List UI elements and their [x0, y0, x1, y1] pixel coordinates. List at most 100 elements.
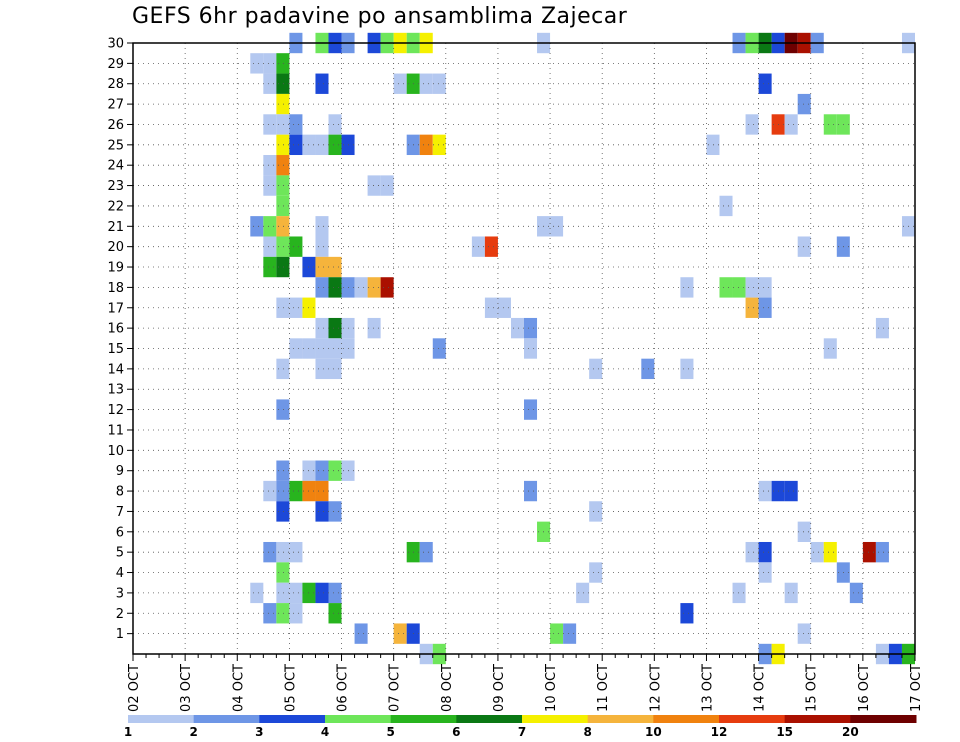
heatmap-cell: [589, 358, 603, 380]
heatmap-cell: [432, 134, 446, 156]
heatmap-cell: [263, 53, 277, 74]
heatmap-cell: [732, 277, 746, 298]
x-tick-label: 09 OCT: [492, 664, 507, 712]
heatmap-cell: [524, 480, 538, 502]
heatmap-cell: [289, 541, 303, 563]
y-tick-label: 5: [116, 546, 124, 561]
heatmap-cell: [745, 297, 759, 318]
heatmap-cell: [328, 338, 342, 359]
x-tick-label: 14 OCT: [753, 664, 768, 712]
heatmap-cell: [276, 358, 290, 380]
x-tick-label: 17 OCT: [909, 664, 924, 712]
heatmap-cell: [276, 155, 290, 176]
heatmap-cell: [393, 623, 407, 644]
heatmap-cell: [328, 256, 342, 278]
heatmap-cell: [289, 582, 303, 604]
x-tick-label: 10 OCT: [544, 664, 559, 712]
heatmap-cell: [289, 603, 303, 624]
heatmap-cell: [524, 338, 538, 359]
y-tick-label: 28: [107, 77, 124, 92]
heatmap-cell: [745, 541, 759, 563]
heatmap-cell: [524, 317, 538, 339]
heatmap-cell: [432, 338, 446, 359]
legend-label: 15: [776, 725, 793, 739]
heatmap-cell: [276, 216, 290, 237]
y-tick-label: 18: [107, 281, 124, 296]
heatmap-cell: [315, 582, 329, 604]
legend-swatch: [522, 715, 589, 723]
heatmap-cell: [680, 358, 694, 380]
heatmap-cell: [315, 256, 329, 278]
y-tick-label: 21: [107, 220, 124, 235]
y-tick-label: 1: [116, 627, 124, 642]
legend-swatch: [653, 715, 720, 723]
heatmap-cell: [797, 93, 811, 115]
heatmap-cell: [810, 541, 824, 563]
heatmap-cell: [367, 175, 381, 196]
heatmap-cell: [497, 297, 511, 318]
heatmap-cell: [276, 399, 290, 420]
legend-label: 8: [583, 725, 591, 739]
x-tick-label: 07 OCT: [388, 664, 403, 712]
y-tick-label: 30: [107, 37, 124, 52]
heatmap-cell: [328, 134, 342, 156]
heatmap-cell: [380, 277, 394, 298]
heatmap-cell: [263, 603, 277, 624]
heatmap-cell: [484, 236, 498, 257]
heatmap-cell: [419, 541, 433, 563]
legend-swatch: [784, 715, 851, 723]
heatmap-cell: [563, 623, 577, 644]
legend-swatch: [719, 715, 786, 723]
heatmap-cell: [823, 338, 837, 359]
heatmap-cell: [380, 175, 394, 196]
x-tick-label: 05 OCT: [283, 664, 298, 712]
heatmap-cell: [758, 73, 772, 94]
y-tick-label: 4: [116, 566, 124, 581]
heatmap-cell: [784, 582, 798, 604]
y-tick-label: 17: [107, 301, 124, 316]
x-tick-label: 08 OCT: [440, 664, 455, 712]
y-tick-label: 15: [107, 342, 124, 357]
heatmap-cell: [354, 277, 368, 298]
heatmap-cell: [315, 134, 329, 156]
heatmap-cell: [250, 582, 264, 604]
y-tick-label: 3: [116, 586, 124, 601]
heatmap-cell: [315, 358, 329, 380]
heatmap-cell: [263, 256, 277, 278]
heatmap-cell: [276, 236, 290, 257]
heatmap-cell: [732, 582, 746, 604]
heatmap-cell: [315, 338, 329, 359]
x-tick-label: 04 OCT: [231, 664, 246, 712]
heatmap-cell: [315, 460, 329, 481]
y-tick-label: 20: [107, 240, 124, 255]
heatmap-cell: [315, 501, 329, 522]
legend-swatch: [193, 715, 260, 723]
heatmap-cell: [263, 155, 277, 176]
heatmap-cell: [719, 195, 733, 217]
x-tick-label: 11 OCT: [596, 664, 611, 712]
legend-swatch: [587, 715, 654, 723]
heatmap-cell: [276, 582, 290, 604]
y-tick-label: 27: [107, 98, 124, 113]
legend-label: 6: [452, 725, 460, 739]
x-tick-label: 02 OCT: [127, 664, 142, 712]
y-tick-label: 12: [107, 403, 124, 418]
heatmap-cell: [276, 480, 290, 502]
heatmap-cell: [758, 480, 772, 502]
x-tick-label: 13 OCT: [701, 664, 716, 712]
legend-label: 4: [321, 725, 329, 739]
heatmap-cell: [550, 216, 564, 237]
heatmap-cell: [263, 216, 277, 237]
heatmap-cell: [289, 114, 303, 135]
heatmap-cell: [250, 53, 264, 74]
legend-swatch: [128, 715, 195, 723]
heatmap-cell: [328, 317, 342, 339]
chart-title: GEFS 6hr padavine po ansamblima Zajecar: [132, 4, 628, 29]
heatmap-cell: [276, 460, 290, 481]
heatmap-cell: [276, 541, 290, 563]
heatmap-cell: [784, 114, 798, 135]
heatmap-cell: [823, 541, 837, 563]
heatmap-cell: [289, 338, 303, 359]
heatmap-cell: [367, 317, 381, 339]
heatmap-cell: [276, 114, 290, 135]
